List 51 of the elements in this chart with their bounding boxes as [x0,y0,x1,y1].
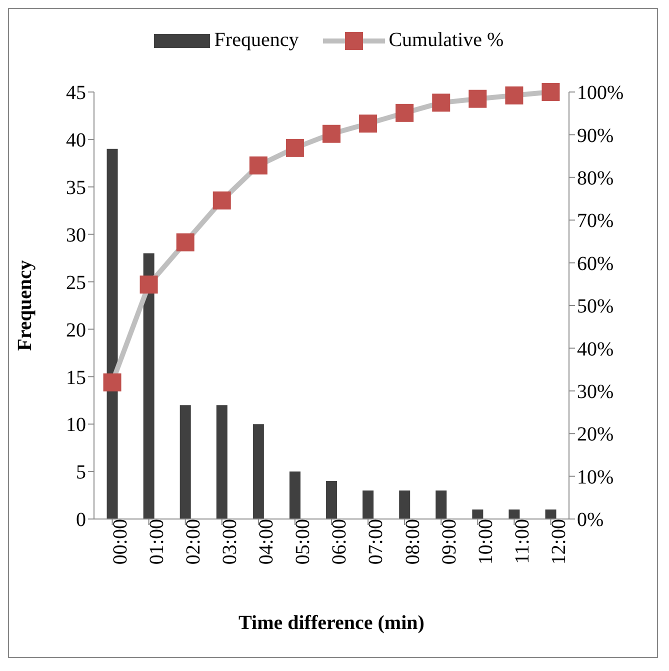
x-tick-label: 05:00 [292,519,314,565]
bar [399,490,410,519]
bar [362,490,374,519]
bar [180,405,191,519]
x-tick-label: 12:00 [548,519,570,565]
bar [252,424,264,519]
bar [436,490,447,519]
y-tick-label: 40 [66,130,86,152]
y-tick-label: 30 [66,224,86,246]
x-tick-label: 02:00 [182,519,205,565]
bar [289,472,300,519]
x-tick-label: 04:00 [256,519,278,565]
y-tick-label: 45 [66,82,86,104]
y2-tick-label: 20% [577,424,614,446]
x-axis-title: Time difference (min) [238,612,424,634]
x-tick-label: 09:00 [438,519,460,565]
y-tick-label: 5 [76,462,86,484]
bar [508,510,520,519]
x-tick-label: 06:00 [328,519,351,565]
y2-tick-label: 80% [577,168,614,190]
bar [143,253,154,519]
y2-tick-label: 10% [577,466,614,488]
legend-label: Frequency [213,29,299,52]
y-tick-label: 35 [66,176,86,199]
x-tick-label: 00:00 [109,519,132,565]
bar [326,481,338,519]
y-tick-label: 25 [66,272,86,294]
y2-tick-label: 70% [577,210,614,232]
y2-tick-label: 100% [577,82,624,104]
y-tick-label: 0 [76,509,86,532]
x-tick-label: 11:00 [511,519,534,564]
y-axis-title: Frequency [14,260,36,351]
y2-tick-label: 30% [577,381,614,403]
x-tick-label: 03:00 [219,519,242,565]
y2-tick-label: 50% [577,296,614,318]
x-tick-label: 01:00 [146,519,168,565]
bar [472,510,484,519]
bar [106,148,118,519]
legend-label: Cumulative % [388,29,504,52]
x-tick-label: 10:00 [474,519,497,565]
y-tick-label: 15 [66,366,86,389]
y2-tick-label: 40% [577,338,614,360]
y2-tick-label: 60% [577,252,614,275]
bar [545,510,556,519]
y2-tick-label: 90% [577,124,614,147]
bar [216,405,228,519]
y-tick-label: 20 [66,319,86,342]
x-tick-label: 07:00 [365,519,388,565]
x-tick-label: 08:00 [402,519,424,565]
y-tick-label: 10 [66,414,86,436]
y2-tick-label: 0% [577,509,604,532]
